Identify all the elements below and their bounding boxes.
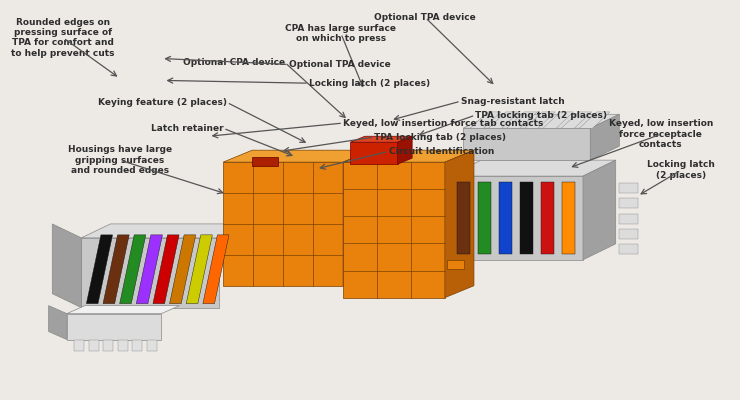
Polygon shape xyxy=(343,150,372,286)
Polygon shape xyxy=(619,244,638,254)
Polygon shape xyxy=(583,160,616,260)
Polygon shape xyxy=(223,162,343,286)
Polygon shape xyxy=(619,229,638,239)
Polygon shape xyxy=(203,235,229,304)
Polygon shape xyxy=(397,136,412,164)
Polygon shape xyxy=(543,112,574,128)
Polygon shape xyxy=(619,214,638,224)
Polygon shape xyxy=(81,224,249,238)
Polygon shape xyxy=(132,340,142,352)
Text: TPA locking tab (2 places): TPA locking tab (2 places) xyxy=(475,110,608,120)
Polygon shape xyxy=(350,142,397,164)
Polygon shape xyxy=(74,340,84,352)
Text: Circuit Identification: Circuit Identification xyxy=(389,147,494,156)
Text: Keying feature (2 places): Keying feature (2 places) xyxy=(98,98,226,107)
Text: TPA locking tab (2 places): TPA locking tab (2 places) xyxy=(374,132,506,142)
Text: Snag-resistant latch: Snag-resistant latch xyxy=(461,97,565,106)
Polygon shape xyxy=(223,150,372,162)
Polygon shape xyxy=(561,112,592,128)
Polygon shape xyxy=(562,182,575,254)
Polygon shape xyxy=(186,235,212,304)
Polygon shape xyxy=(81,238,220,308)
Polygon shape xyxy=(457,182,470,254)
Polygon shape xyxy=(67,306,180,314)
Polygon shape xyxy=(67,314,161,340)
Polygon shape xyxy=(350,136,412,142)
Polygon shape xyxy=(103,340,113,352)
Text: Housings have large
gripping surfaces
and rounded edges: Housings have large gripping surfaces an… xyxy=(68,145,172,175)
Polygon shape xyxy=(153,235,179,304)
Polygon shape xyxy=(463,128,591,160)
Text: Rounded edges on
pressing surface of
TPA for comfort and
to help prevent cuts: Rounded edges on pressing surface of TPA… xyxy=(11,18,115,58)
Polygon shape xyxy=(471,112,501,128)
Polygon shape xyxy=(579,112,610,128)
Polygon shape xyxy=(463,114,619,128)
Polygon shape xyxy=(120,235,146,304)
Polygon shape xyxy=(541,182,554,254)
Polygon shape xyxy=(49,306,67,340)
Polygon shape xyxy=(525,112,556,128)
Polygon shape xyxy=(343,162,445,298)
Polygon shape xyxy=(252,157,278,166)
Polygon shape xyxy=(499,182,512,254)
Polygon shape xyxy=(619,198,638,208)
Polygon shape xyxy=(448,160,616,176)
Text: Optional TPA device: Optional TPA device xyxy=(374,13,476,22)
Text: Locking latch (2 places): Locking latch (2 places) xyxy=(309,79,430,88)
Polygon shape xyxy=(447,260,465,268)
Polygon shape xyxy=(53,224,81,308)
Polygon shape xyxy=(147,340,157,352)
Text: Locking latch
(2 places): Locking latch (2 places) xyxy=(648,160,715,180)
Polygon shape xyxy=(103,235,130,304)
Text: Keyed, low insertion force tab contacts: Keyed, low insertion force tab contacts xyxy=(343,118,543,128)
Polygon shape xyxy=(507,112,537,128)
Polygon shape xyxy=(343,150,474,162)
Polygon shape xyxy=(591,114,619,160)
Polygon shape xyxy=(519,182,533,254)
Polygon shape xyxy=(448,176,583,260)
Polygon shape xyxy=(118,340,128,352)
Polygon shape xyxy=(89,340,99,352)
Polygon shape xyxy=(445,150,474,298)
Polygon shape xyxy=(87,235,112,304)
Polygon shape xyxy=(136,235,163,304)
Text: Latch retainer: Latch retainer xyxy=(150,124,223,133)
Text: Keyed, low insertion
force receptacle
contacts: Keyed, low insertion force receptacle co… xyxy=(608,119,713,149)
Text: CPA has large surface
on which to press: CPA has large surface on which to press xyxy=(286,24,397,43)
Polygon shape xyxy=(488,112,519,128)
Text: Optional TPA device: Optional TPA device xyxy=(289,60,390,69)
Text: Optional CPA device: Optional CPA device xyxy=(183,58,285,67)
Polygon shape xyxy=(169,235,196,304)
Polygon shape xyxy=(477,182,491,254)
Polygon shape xyxy=(619,183,638,193)
